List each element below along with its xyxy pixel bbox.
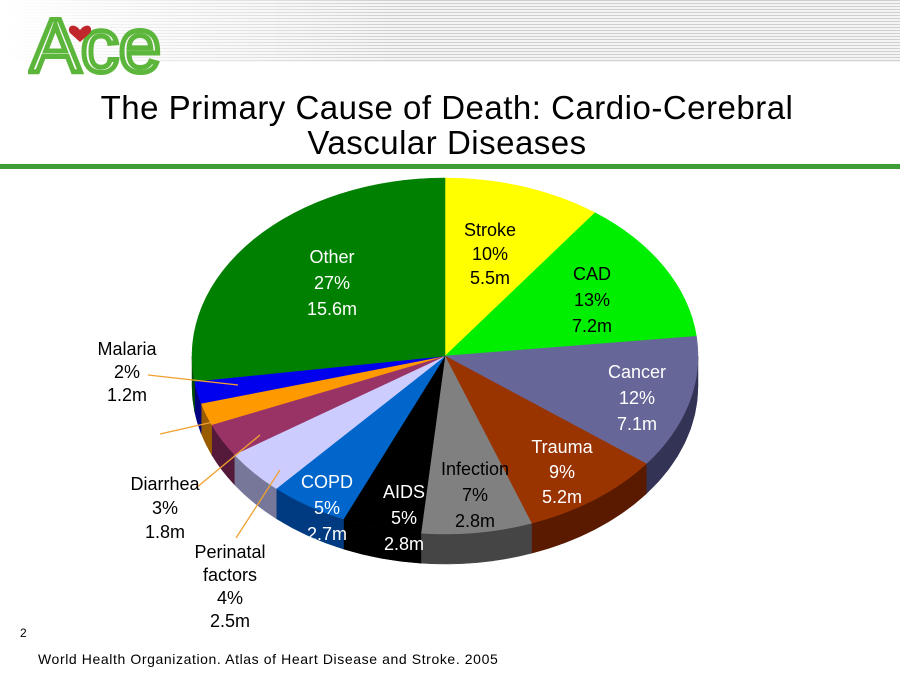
slice-trauma-3 — [444, 355, 647, 524]
label-other-name: Other — [309, 247, 354, 267]
label-copd-percent: 5% — [314, 498, 340, 518]
title-divider — [0, 164, 900, 169]
label-perinatal-factors-name-1: factors — [203, 565, 257, 585]
label-aids-name: AIDS — [383, 482, 425, 502]
label-cad-value: 7.2m — [572, 316, 612, 336]
header-band — [0, 0, 900, 62]
label-malaria-percent: 2% — [114, 362, 140, 382]
slice-infection-4 — [420, 355, 532, 535]
label-diarrhea-name: Diarrhea — [130, 474, 200, 494]
label-cancer-value: 7.1m — [617, 414, 657, 434]
source-citation: World Health Organization. Atlas of Hear… — [38, 651, 499, 667]
pie-labels: Stroke 10% 5.5m CAD 13% 7.2m Cancer 12% 7.1m Trau… — [97, 220, 666, 631]
slice-cad-1 — [444, 212, 697, 357]
label-aids-value: 2.8m — [384, 534, 424, 554]
label-perinatal-factors-percent: 4% — [217, 588, 243, 608]
label-other-value: 15.6m — [307, 299, 357, 319]
pie-slices — [191, 177, 699, 535]
label-malaria-name: Malaria — [97, 339, 157, 359]
label-trauma-value: 5.2m — [542, 487, 582, 507]
leader-line-diarrhea — [195, 434, 261, 489]
label-cancer-percent: 12% — [619, 388, 655, 408]
page-number: 2 — [20, 626, 27, 640]
leader-line-orange-slice — [159, 421, 214, 435]
label-copd-name: COPD — [301, 472, 353, 492]
label-perinatal-factors-name-0: Perinatal — [194, 542, 265, 562]
pie-leader-lines — [147, 374, 281, 539]
label-trauma-percent: 9% — [549, 462, 575, 482]
slice-other-11 — [191, 177, 446, 382]
page-title: The Primary Cause of Death: Cardio-Cereb… — [0, 90, 894, 160]
label-aids-percent: 5% — [391, 508, 417, 528]
label-malaria-value: 1.2m — [107, 385, 147, 405]
label-stroke-name: Stroke — [464, 220, 516, 240]
label-diarrhea-percent: 3% — [152, 498, 178, 518]
label-cancer-name: Cancer — [608, 362, 666, 382]
label-infection-value: 2.8m — [455, 511, 495, 531]
label-infection-name: Infection — [441, 459, 509, 479]
label-stroke-percent: 10% — [472, 244, 508, 264]
slice-stroke-0 — [444, 177, 596, 357]
label-cad-percent: 13% — [574, 290, 610, 310]
page-title-line-2: Vascular Diseases — [307, 124, 587, 161]
label-diarrhea-value: 1.8m — [145, 522, 185, 542]
slice-cancer-2 — [444, 336, 699, 465]
label-stroke-value: 5.5m — [470, 268, 510, 288]
label-trauma-name: Trauma — [531, 437, 593, 457]
ace-logo: Ace — [28, 2, 163, 92]
leader-line-malaria — [147, 374, 239, 386]
label-perinatal-factors-value: 2.5m — [210, 611, 250, 631]
label-infection-percent: 7% — [462, 485, 488, 505]
leader-line-perinatal-factors — [235, 469, 281, 539]
logo-wordmark: Ace — [30, 4, 161, 89]
label-other-percent: 27% — [314, 273, 350, 293]
label-copd-value: 2.7m — [307, 524, 347, 544]
page-title-line-1: The Primary Cause of Death: Cardio-Cereb… — [100, 89, 794, 126]
pie-side-walls — [191, 355, 699, 565]
heart-icon — [68, 25, 92, 42]
label-cad-name: CAD — [573, 264, 611, 284]
